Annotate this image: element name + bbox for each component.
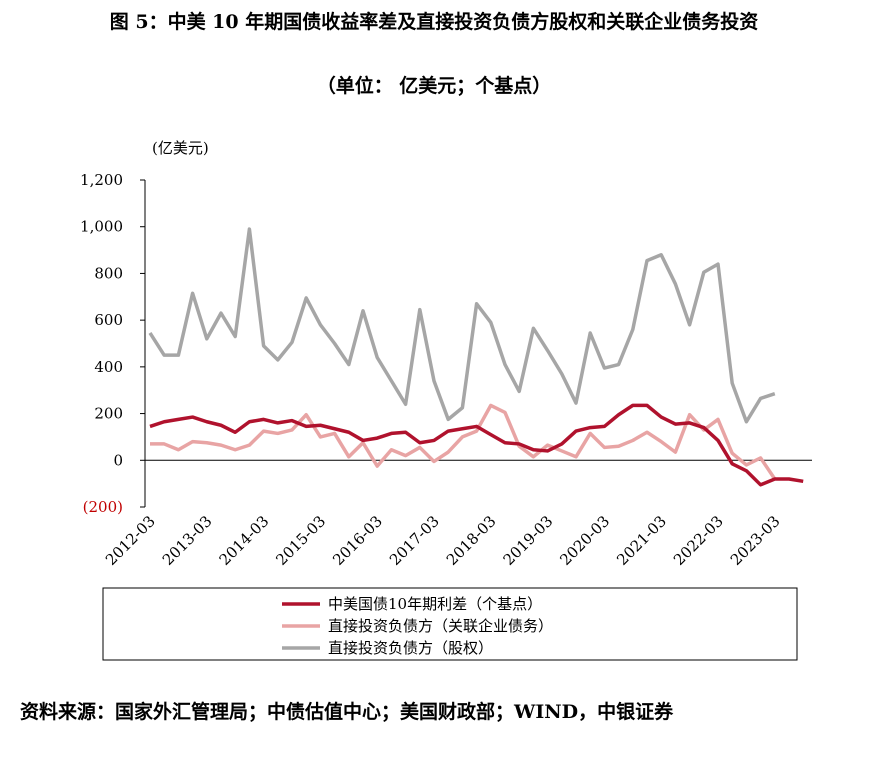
y-tick-label: 600 [94, 311, 123, 329]
source-note: 资料来源：国家外汇管理局；中债估值中心；美国财政部；WIND，中银证券 [20, 700, 674, 723]
x-tick-label: 2016-03 [329, 512, 386, 569]
y-tick-label: (200) [83, 498, 123, 516]
series-line [148, 227, 776, 424]
legend-label: 直接投资负债方（股权） [328, 639, 493, 657]
y-unit-label: (亿美元) [152, 139, 209, 157]
y-tick-label: 400 [94, 358, 123, 376]
series-line [149, 403, 804, 487]
y-tick-label: 200 [94, 405, 123, 423]
legend-box [102, 587, 798, 661]
y-tick-label: 800 [94, 264, 123, 282]
legend-label: 直接投资负债方（关联企业债务） [328, 617, 553, 635]
y-tick-label: 1,200 [80, 171, 123, 189]
x-tick-label: 2012-03 [102, 512, 159, 569]
series-line [150, 403, 777, 480]
x-tick-label: 2013-03 [159, 512, 216, 569]
x-tick-label: 2020-03 [556, 512, 613, 569]
x-tick-label: 2023-03 [727, 512, 784, 569]
chart-subtitle: （单位： 亿美元；个基点） [317, 74, 552, 97]
x-tick-label: 2014-03 [216, 512, 273, 569]
x-tick-label: 2022-03 [670, 512, 727, 569]
y-tick-label: 1,000 [80, 218, 123, 236]
x-tick-label: 2018-03 [443, 512, 500, 569]
y-tick-label: 0 [113, 451, 123, 469]
x-tick-label: 2017-03 [386, 512, 443, 569]
chart-title: 图 5：中美 10 年期国债收益率差及直接投资负债方股权和关联企业债务投资 [110, 10, 759, 33]
x-tick-label: 2021-03 [613, 512, 670, 569]
legend-label: 中美国债10年期利差（个基点） [328, 595, 542, 613]
x-tick-label: 2015-03 [272, 512, 329, 569]
x-tick-label: 2019-03 [500, 512, 557, 569]
